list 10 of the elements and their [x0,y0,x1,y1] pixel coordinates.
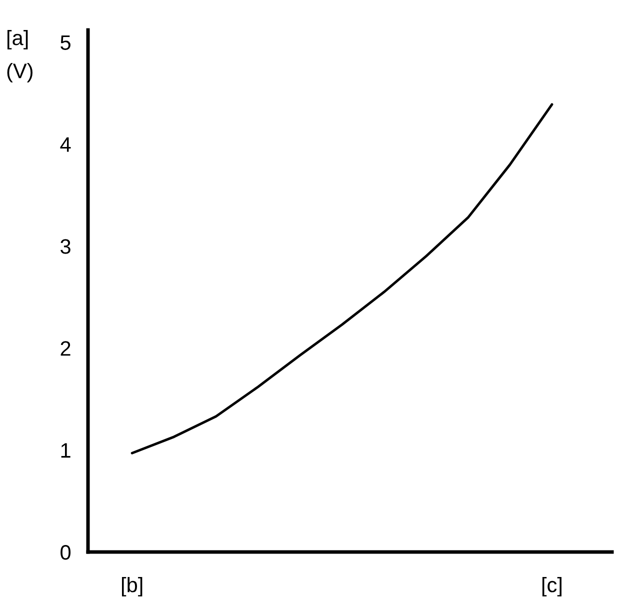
y-axis-title: [a] (V) [7,30,32,82]
y-tick-label: 2 [60,341,70,356]
x-tick-label: [c] [542,577,562,596]
y-tick-label: 1 [61,443,70,458]
x-tick-label: [b] [122,577,142,596]
line-series [130,103,554,454]
y-tick-label: 4 [60,137,71,152]
y-tick-label: 0 [60,545,71,560]
y-tick-label: 3 [60,239,70,254]
y-tick-label: 5 [60,35,70,50]
